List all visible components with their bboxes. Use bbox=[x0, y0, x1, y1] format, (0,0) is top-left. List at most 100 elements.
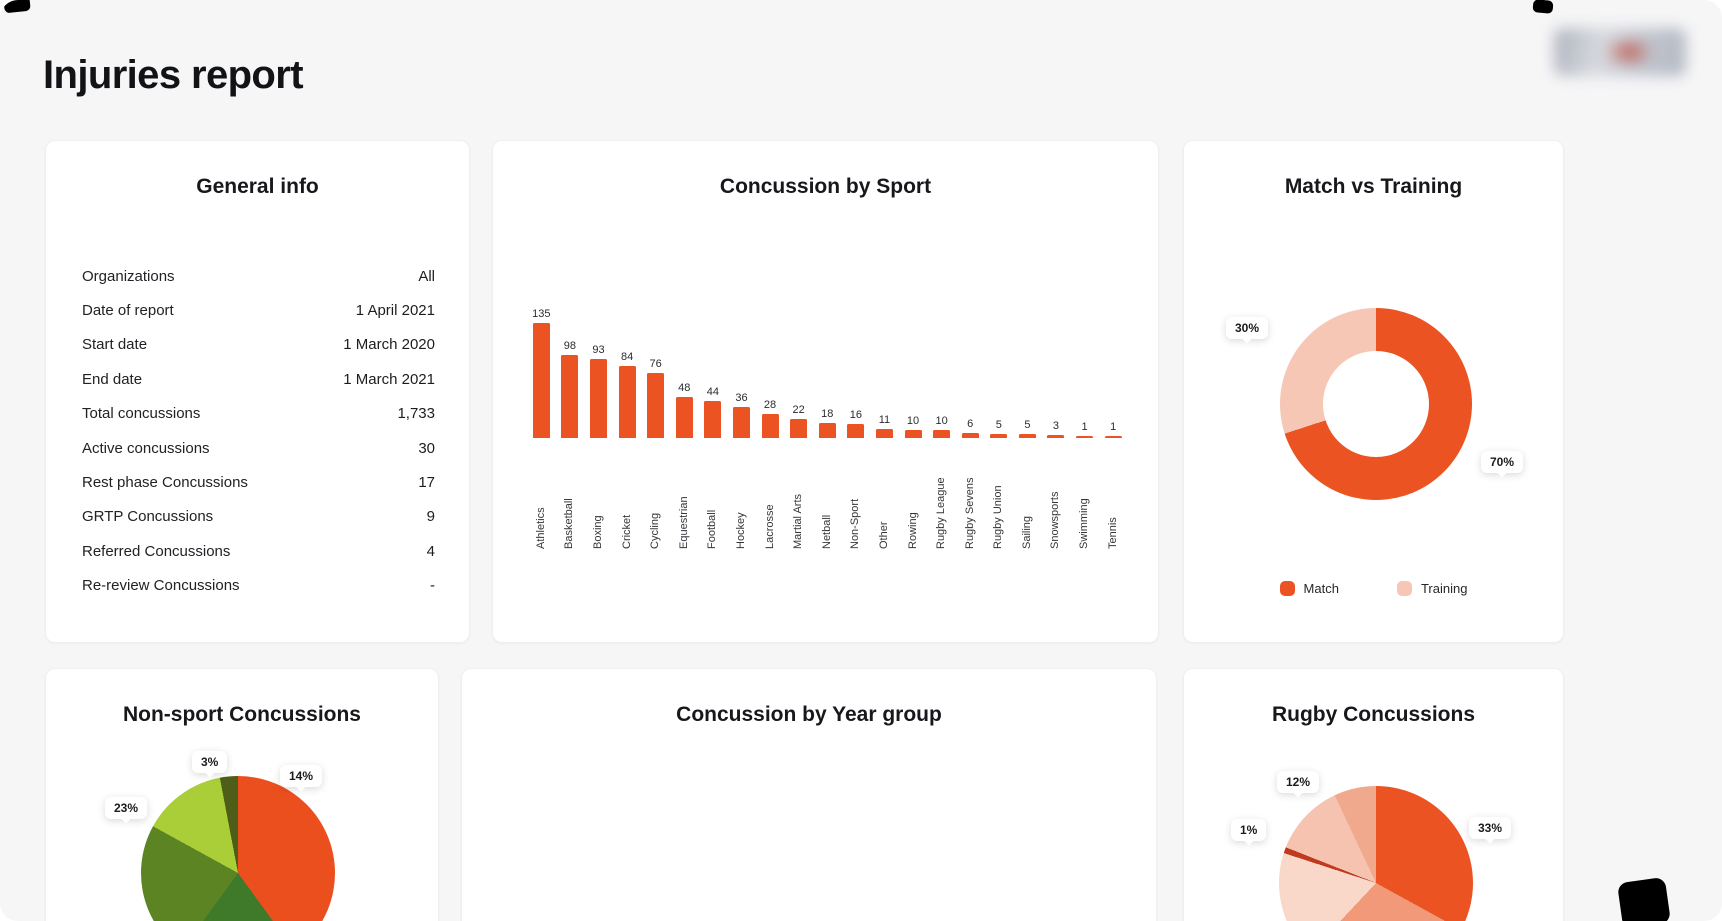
bar-category-label: Rugby Union bbox=[985, 438, 1014, 549]
chart-legend: Match Training bbox=[1184, 581, 1563, 596]
bar-category-text: Rugby Union bbox=[992, 485, 1005, 549]
bar-category-text: Netball bbox=[820, 514, 833, 549]
bars-row: 135 98 93 84 76 48 44 36 28 22 18 16 11 10 10 6 5 5 3 1 1 bbox=[527, 287, 1129, 438]
bar-value-label: 10 bbox=[935, 414, 948, 427]
bar bbox=[1076, 436, 1094, 438]
card-match-vs-training: Match vs Training 30% 70% Match Training bbox=[1183, 140, 1564, 643]
bar-category-text: Hockey bbox=[734, 512, 747, 549]
card-title: Rugby Concussions bbox=[1271, 703, 1476, 726]
pie-callout: 12% bbox=[1277, 771, 1320, 793]
bar-value-label: 28 bbox=[763, 399, 777, 412]
bar-column: 48 bbox=[670, 382, 699, 438]
bar-category-text: Martial Arts bbox=[792, 493, 805, 549]
bar-category-label: Swimming bbox=[1070, 438, 1099, 549]
bar-category-text: Other bbox=[877, 521, 890, 549]
bar-value-label: 76 bbox=[649, 358, 662, 371]
bar bbox=[1018, 433, 1036, 438]
info-value: - bbox=[430, 577, 435, 595]
blurred-logo bbox=[1554, 28, 1686, 76]
bar-value-label: 1 bbox=[1081, 421, 1088, 433]
bar-column: 3 bbox=[1042, 420, 1071, 438]
card-title: Match vs Training bbox=[1284, 175, 1463, 198]
bar-column: 28 bbox=[756, 399, 785, 438]
bar-value-label: 84 bbox=[620, 351, 634, 364]
bar-value-label: 36 bbox=[735, 392, 748, 405]
bar-value-label: 18 bbox=[821, 407, 834, 420]
bar-category-text: Rugby League bbox=[935, 477, 948, 549]
corner-artifact bbox=[1617, 876, 1671, 921]
bar-value-label: 22 bbox=[792, 404, 805, 417]
bar-column: 84 bbox=[613, 351, 642, 438]
bar-value-label: 10 bbox=[906, 414, 920, 427]
info-row: GRTP Concussions 9 bbox=[82, 500, 435, 534]
bar-category-label: Hockey bbox=[727, 438, 756, 549]
bar-category-text: Tennis bbox=[1106, 517, 1119, 549]
pie-callout: 1% bbox=[1231, 819, 1267, 841]
bar bbox=[847, 424, 865, 438]
pie-chart bbox=[1279, 786, 1473, 921]
bar-category-text: Rowing bbox=[906, 512, 919, 549]
bar-column: 5 bbox=[1013, 419, 1042, 438]
card-concussion-by-year-group: Concussion by Year group bbox=[461, 668, 1157, 921]
info-row: Organizations All bbox=[82, 259, 435, 293]
pie-callout: 70% bbox=[1481, 451, 1524, 473]
bar-labels-row: Athletics Basketball Boxing Cricket Cycling E… bbox=[527, 438, 1129, 549]
info-label: GRTP Concussions bbox=[82, 508, 214, 526]
bar-category-text: Cricket bbox=[620, 514, 633, 549]
bar bbox=[761, 414, 779, 438]
card-general-info: General info Organizations All Date of rep… bbox=[45, 140, 470, 643]
bar bbox=[818, 422, 836, 438]
bar-category-label: Netball bbox=[813, 438, 842, 549]
legend-item: Training bbox=[1396, 581, 1467, 596]
info-value: 1 April 2021 bbox=[355, 302, 435, 320]
bar bbox=[532, 323, 550, 438]
bar-category-text: Basketball bbox=[563, 498, 576, 549]
bar bbox=[675, 397, 693, 438]
info-value: 4 bbox=[426, 542, 435, 560]
bar-column: 10 bbox=[927, 414, 956, 438]
card-title: Concussion by Year group bbox=[676, 703, 942, 726]
corner-artifact bbox=[3, 0, 31, 14]
bar-value-label: 1 bbox=[1110, 421, 1117, 433]
bar-column: 93 bbox=[584, 344, 613, 438]
bar-category-label: Non-Sport bbox=[842, 438, 871, 549]
bar-column: 1 bbox=[1070, 421, 1099, 438]
bar-column: 98 bbox=[556, 339, 585, 438]
info-row: Rest phase Concussions 17 bbox=[82, 465, 435, 499]
bar-category-label: Boxing bbox=[584, 438, 613, 549]
bar-column: 1 bbox=[1099, 421, 1128, 438]
bar-category-text: Non-Sport bbox=[849, 498, 862, 549]
info-row: End date 1 March 2021 bbox=[82, 362, 435, 396]
bar bbox=[904, 429, 922, 438]
bar-column: 22 bbox=[784, 404, 813, 438]
bar-value-label: 5 bbox=[995, 418, 1002, 431]
bar-category-text: Boxing bbox=[591, 515, 604, 549]
bar-chart: 135 98 93 84 76 48 44 36 28 22 18 16 11 10 10 6 5 5 3 1 1 At… bbox=[527, 287, 1129, 549]
bar-category-label: Equestrian bbox=[670, 438, 699, 549]
card-title: General info bbox=[196, 175, 319, 198]
card-rugby-concussions: Rugby Concussions 12% 1% 33% bbox=[1183, 668, 1564, 921]
bar-value-label: 135 bbox=[532, 308, 551, 320]
info-label: Total concussions bbox=[82, 405, 201, 423]
bar bbox=[647, 373, 665, 438]
legend-item: Match bbox=[1279, 581, 1339, 596]
bar-column: 135 bbox=[527, 308, 556, 438]
bar-value-label: 44 bbox=[706, 385, 719, 398]
bar-category-text: Rugby Sevens bbox=[963, 477, 976, 549]
corner-artifact bbox=[1532, 0, 1554, 14]
legend-label: Match bbox=[1303, 581, 1339, 596]
info-label: Referred Concussions bbox=[82, 542, 231, 560]
bar-value-label: 98 bbox=[563, 339, 577, 352]
bar-category-label: Football bbox=[699, 438, 728, 549]
bar-category-label: Snowsports bbox=[1042, 438, 1071, 549]
bar-category-label: Rugby Sevens bbox=[956, 438, 985, 549]
bar-column: 36 bbox=[727, 392, 756, 438]
bar-category-text: Football bbox=[706, 509, 719, 549]
card-title: Non-sport Concussions bbox=[122, 703, 361, 726]
bar-category-text: Cycling bbox=[649, 512, 662, 549]
bar-category-label: Athletics bbox=[527, 438, 556, 549]
bar bbox=[618, 366, 636, 438]
info-label: Rest phase Concussions bbox=[82, 474, 248, 492]
bar-category-label: Other bbox=[870, 438, 899, 549]
